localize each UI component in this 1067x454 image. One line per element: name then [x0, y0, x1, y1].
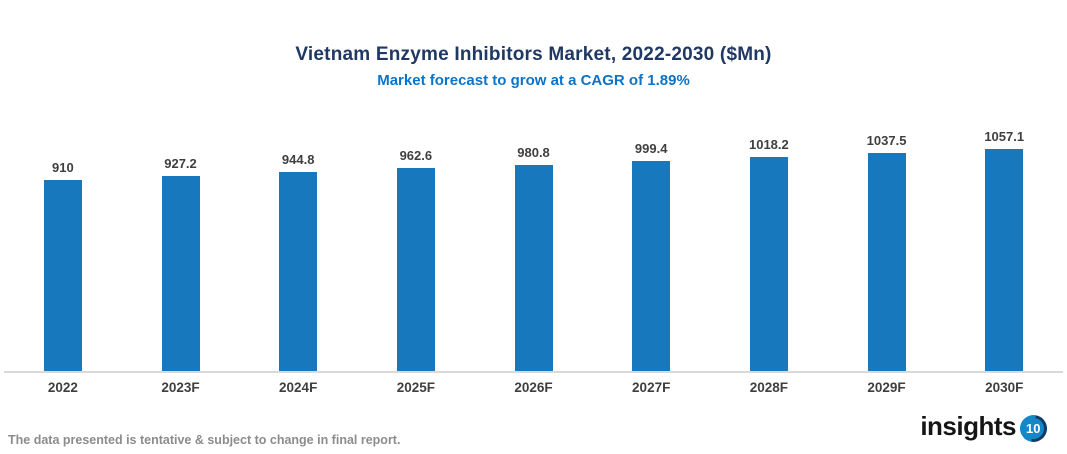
x-axis-tick-label: 2024F: [279, 380, 318, 395]
x-axis-labels: 2022 2023F 2024F 2025F 2026F 2027F 2028F 2029F 2…: [4, 373, 1063, 395]
bar-column: 910: [4, 160, 122, 371]
x-axis-tick-label: 2023F: [161, 380, 200, 395]
bar: [632, 161, 671, 371]
bar-value-label: 1018.2: [748, 137, 789, 152]
bar: [985, 149, 1024, 371]
chart-title: Vietnam Enzyme Inhibitors Market, 2022-2…: [295, 44, 772, 65]
bar-value-label: 1037.5: [866, 133, 907, 148]
bar: [867, 153, 906, 371]
bar-value-label: 962.6: [399, 148, 433, 163]
x-axis-tick-label: 2027F: [632, 380, 671, 395]
x-axis-tick-label: 2030F: [985, 380, 1024, 395]
x-axis-tick-label: 2028F: [749, 380, 788, 395]
bar-column: 1057.1: [945, 129, 1063, 371]
insights10-logo: insights 10: [920, 409, 1053, 448]
x-axis-tick-label: 2029F: [867, 380, 906, 395]
chart-subtitle: Market forecast to grow at a CAGR of 1.8…: [377, 72, 690, 89]
bar-column: 927.2: [122, 156, 240, 371]
bar-value-label: 1057.1: [984, 129, 1025, 144]
bar: [749, 157, 788, 371]
disclaimer-text: The data presented is tentative & subjec…: [8, 433, 401, 447]
bar: [161, 176, 200, 371]
bar-value-label: 910: [51, 160, 74, 175]
bar-column: 944.8: [239, 152, 357, 371]
bar: [43, 180, 82, 371]
bar-column: 999.4: [592, 141, 710, 371]
x-axis-tick-label: 2025F: [396, 380, 435, 395]
x-axis-tick-label: 2026F: [514, 380, 553, 395]
bar-value-label: 980.8: [517, 145, 550, 160]
bar-chart: 910 927.2 944.8 962.6 980.8 999.4 1018.2 1037.5…: [4, 108, 1063, 395]
bar: [514, 165, 553, 371]
bar-value-label: 944.8: [281, 152, 315, 167]
logo-badge-icon: 10: [1014, 409, 1053, 448]
bar-column: 962.6: [357, 148, 475, 371]
bar-column: 980.8: [475, 145, 593, 371]
plot-area: 910 927.2 944.8 962.6 980.8 999.4 1018.2 1037.5…: [4, 108, 1063, 373]
bar-column: 1018.2: [710, 137, 828, 371]
bar-value-label: 999.4: [634, 141, 668, 156]
bar: [396, 168, 435, 371]
logo-badge-number: 10: [1026, 421, 1041, 436]
bar-column: 1037.5: [828, 133, 946, 371]
bar-value-label: 927.2: [164, 156, 197, 171]
bar: [279, 172, 318, 371]
x-axis-tick-label: 2022: [47, 380, 78, 395]
logo-wordmark: insights: [920, 411, 1016, 441]
